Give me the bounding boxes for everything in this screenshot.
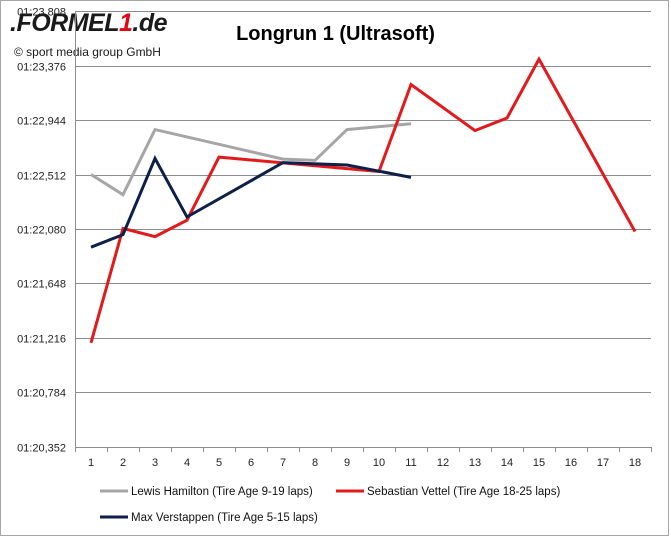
x-tick-label: 12 <box>437 457 449 469</box>
y-tick-label: 01:23,376 <box>17 62 66 74</box>
x-tick-label: 10 <box>373 457 385 469</box>
chart-title: Longrun 1 (Ultrasoft) <box>236 23 435 45</box>
x-tick-label: 15 <box>533 457 545 469</box>
legend-label-lewis-hamilton: Lewis Hamilton (Tire Age 9-19 laps) <box>131 486 313 498</box>
copyright-text: © sport media group GmbH <box>14 45 161 59</box>
y-tick-label: 01:22,512 <box>17 171 66 183</box>
x-tick-label: 11 <box>405 457 416 469</box>
x-tick-label: 18 <box>629 457 641 469</box>
x-tick-label: 16 <box>565 457 577 469</box>
series-line-lewis-hamilton <box>90 122 412 197</box>
x-tick-label: 6 <box>248 457 254 469</box>
logo-one: 1 <box>119 9 133 37</box>
x-tick-label: 17 <box>597 457 609 469</box>
series-line-max-verstappen <box>90 154 412 249</box>
y-tick-label: 01:20,352 <box>17 443 66 455</box>
x-tick-label: 4 <box>184 457 190 469</box>
x-tick-label: 9 <box>344 457 350 469</box>
x-tick-label: 13 <box>469 457 481 469</box>
legend-label-sebastian-vettel: Sebastian Vettel (Tire Age 18-25 laps) <box>367 486 560 498</box>
x-tick-label: 3 <box>152 457 158 469</box>
y-tick-label: 01:22,944 <box>17 116 66 128</box>
x-tick-label: 8 <box>312 457 318 469</box>
y-tick-label: 01:23,808 <box>17 7 66 19</box>
x-tick-label: 7 <box>280 457 286 469</box>
formel1-logo: .FORMEL1.de <box>10 9 168 37</box>
y-tick-label: 01:20,784 <box>17 388 66 400</box>
x-tick-label: 1 <box>88 457 94 469</box>
x-tick-label: 14 <box>501 457 513 469</box>
y-tick-label: 01:22,080 <box>17 225 66 237</box>
logo-suffix: .de <box>132 9 168 37</box>
x-tick-label: 2 <box>120 457 126 469</box>
x-tick-label: 5 <box>216 457 222 469</box>
series-line-sebastian-vettel <box>89 55 637 344</box>
logo-prefix: .FORMEL <box>10 9 120 37</box>
y-tick-label: 01:21,648 <box>17 279 66 291</box>
legend-label-max-verstappen: Max Verstappen (Tire Age 5-15 laps) <box>131 512 318 524</box>
y-tick-label: 01:21,216 <box>17 334 66 346</box>
